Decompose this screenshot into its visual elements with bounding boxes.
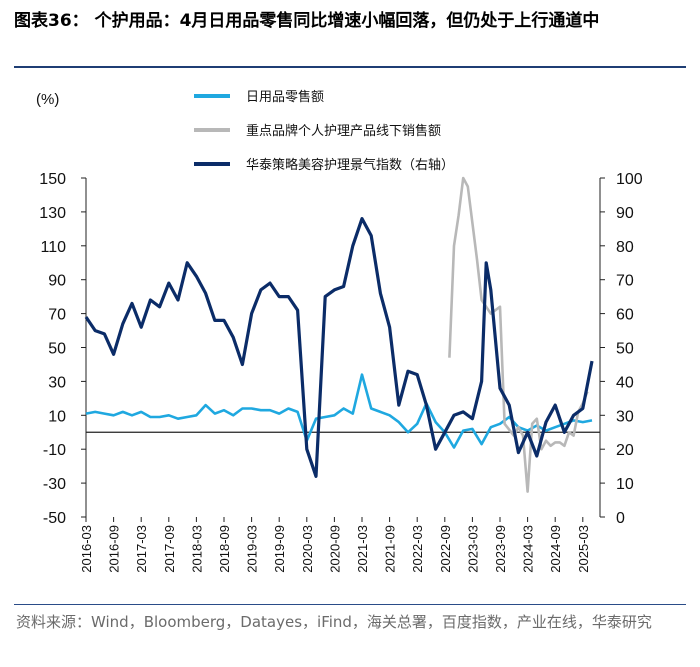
x-tick-label: 2016-09: [107, 525, 122, 573]
x-tick-label: 2022-03: [410, 525, 425, 573]
source-divider: [14, 604, 686, 605]
x-tick-label: 2019-09: [272, 525, 287, 573]
x-tick-label: 2024-09: [548, 525, 563, 573]
right-tick-label: 0: [616, 510, 625, 527]
series-line-2: [448, 176, 589, 493]
right-tick-label: 70: [616, 273, 634, 290]
right-tick-label: 90: [616, 205, 634, 222]
left-tick-label: 70: [48, 307, 66, 324]
x-tick-label: 2018-03: [189, 525, 204, 573]
right-tick-label: 20: [616, 442, 634, 459]
left-tick-label: 10: [48, 408, 66, 425]
series-line-1: [85, 373, 593, 449]
x-tick-label: 2021-03: [355, 525, 370, 573]
page-title: 图表36： 个护用品：4月日用品零售同比增速小幅回落，但仍处于上行通道中: [14, 11, 600, 31]
plot-frame: [85, 178, 601, 517]
left-axis: -50 -30 -10 10 30 50 70 90 110 130 150: [39, 171, 86, 527]
x-tick-label: 2025-03: [576, 525, 591, 573]
left-tick-label: -30: [43, 476, 66, 493]
right-tick-label: 30: [616, 408, 634, 425]
source-note: 资料来源：Wind，Bloomberg，Datayes，iFind，海关总署，百…: [16, 613, 652, 631]
x-tick-label: 2022-09: [438, 525, 453, 573]
right-tick-label: 100: [616, 171, 643, 188]
legend-label-1: 日用品零售额: [246, 89, 324, 105]
x-tick-label: 2020-03: [300, 525, 315, 573]
x-tick-label: 2019-03: [245, 525, 260, 573]
x-tick-label: 2023-03: [465, 525, 480, 573]
right-tick-label: 80: [616, 239, 634, 256]
left-tick-label: 30: [48, 374, 66, 391]
right-tick-label: 50: [616, 341, 634, 358]
x-tick-label: 2021-09: [383, 525, 398, 573]
left-tick-label: 90: [48, 273, 66, 290]
legend-label-2: 重点品牌个人护理产品线下销售额: [246, 123, 441, 139]
left-tick-label: 150: [39, 171, 66, 188]
series-layer: [84, 176, 594, 493]
right-tick-label: 10: [616, 476, 634, 493]
left-tick-label: 50: [48, 341, 66, 358]
left-axis-unit: (%): [36, 91, 59, 108]
title-divider: [14, 66, 686, 68]
series-line-3: [84, 217, 594, 478]
legend-label-3: 华泰策略美容护理景气指数（右轴）: [246, 157, 454, 173]
left-tick-label: -10: [43, 442, 66, 459]
right-axis: 0 10 20 30 40 50 60 70 80 90 100: [600, 171, 643, 527]
x-tick-label: 2023-09: [493, 525, 508, 573]
x-tick-label: 2024-03: [521, 525, 536, 573]
right-tick-label: 40: [616, 374, 634, 391]
x-tick-label: 2016-03: [79, 525, 94, 573]
x-axis: 2016-03 2016-09 2017-03 2017-09 2018-03 2018-…: [79, 517, 591, 573]
right-tick-label: 60: [616, 307, 634, 324]
left-tick-label: -50: [43, 510, 66, 527]
x-tick-label: 2020-09: [327, 525, 342, 573]
x-tick-label: 2017-03: [134, 525, 149, 573]
left-tick-label: 130: [39, 205, 66, 222]
left-tick-label: 110: [40, 239, 66, 256]
x-tick-label: 2017-09: [162, 525, 177, 573]
x-tick-label: 2018-09: [217, 525, 232, 573]
